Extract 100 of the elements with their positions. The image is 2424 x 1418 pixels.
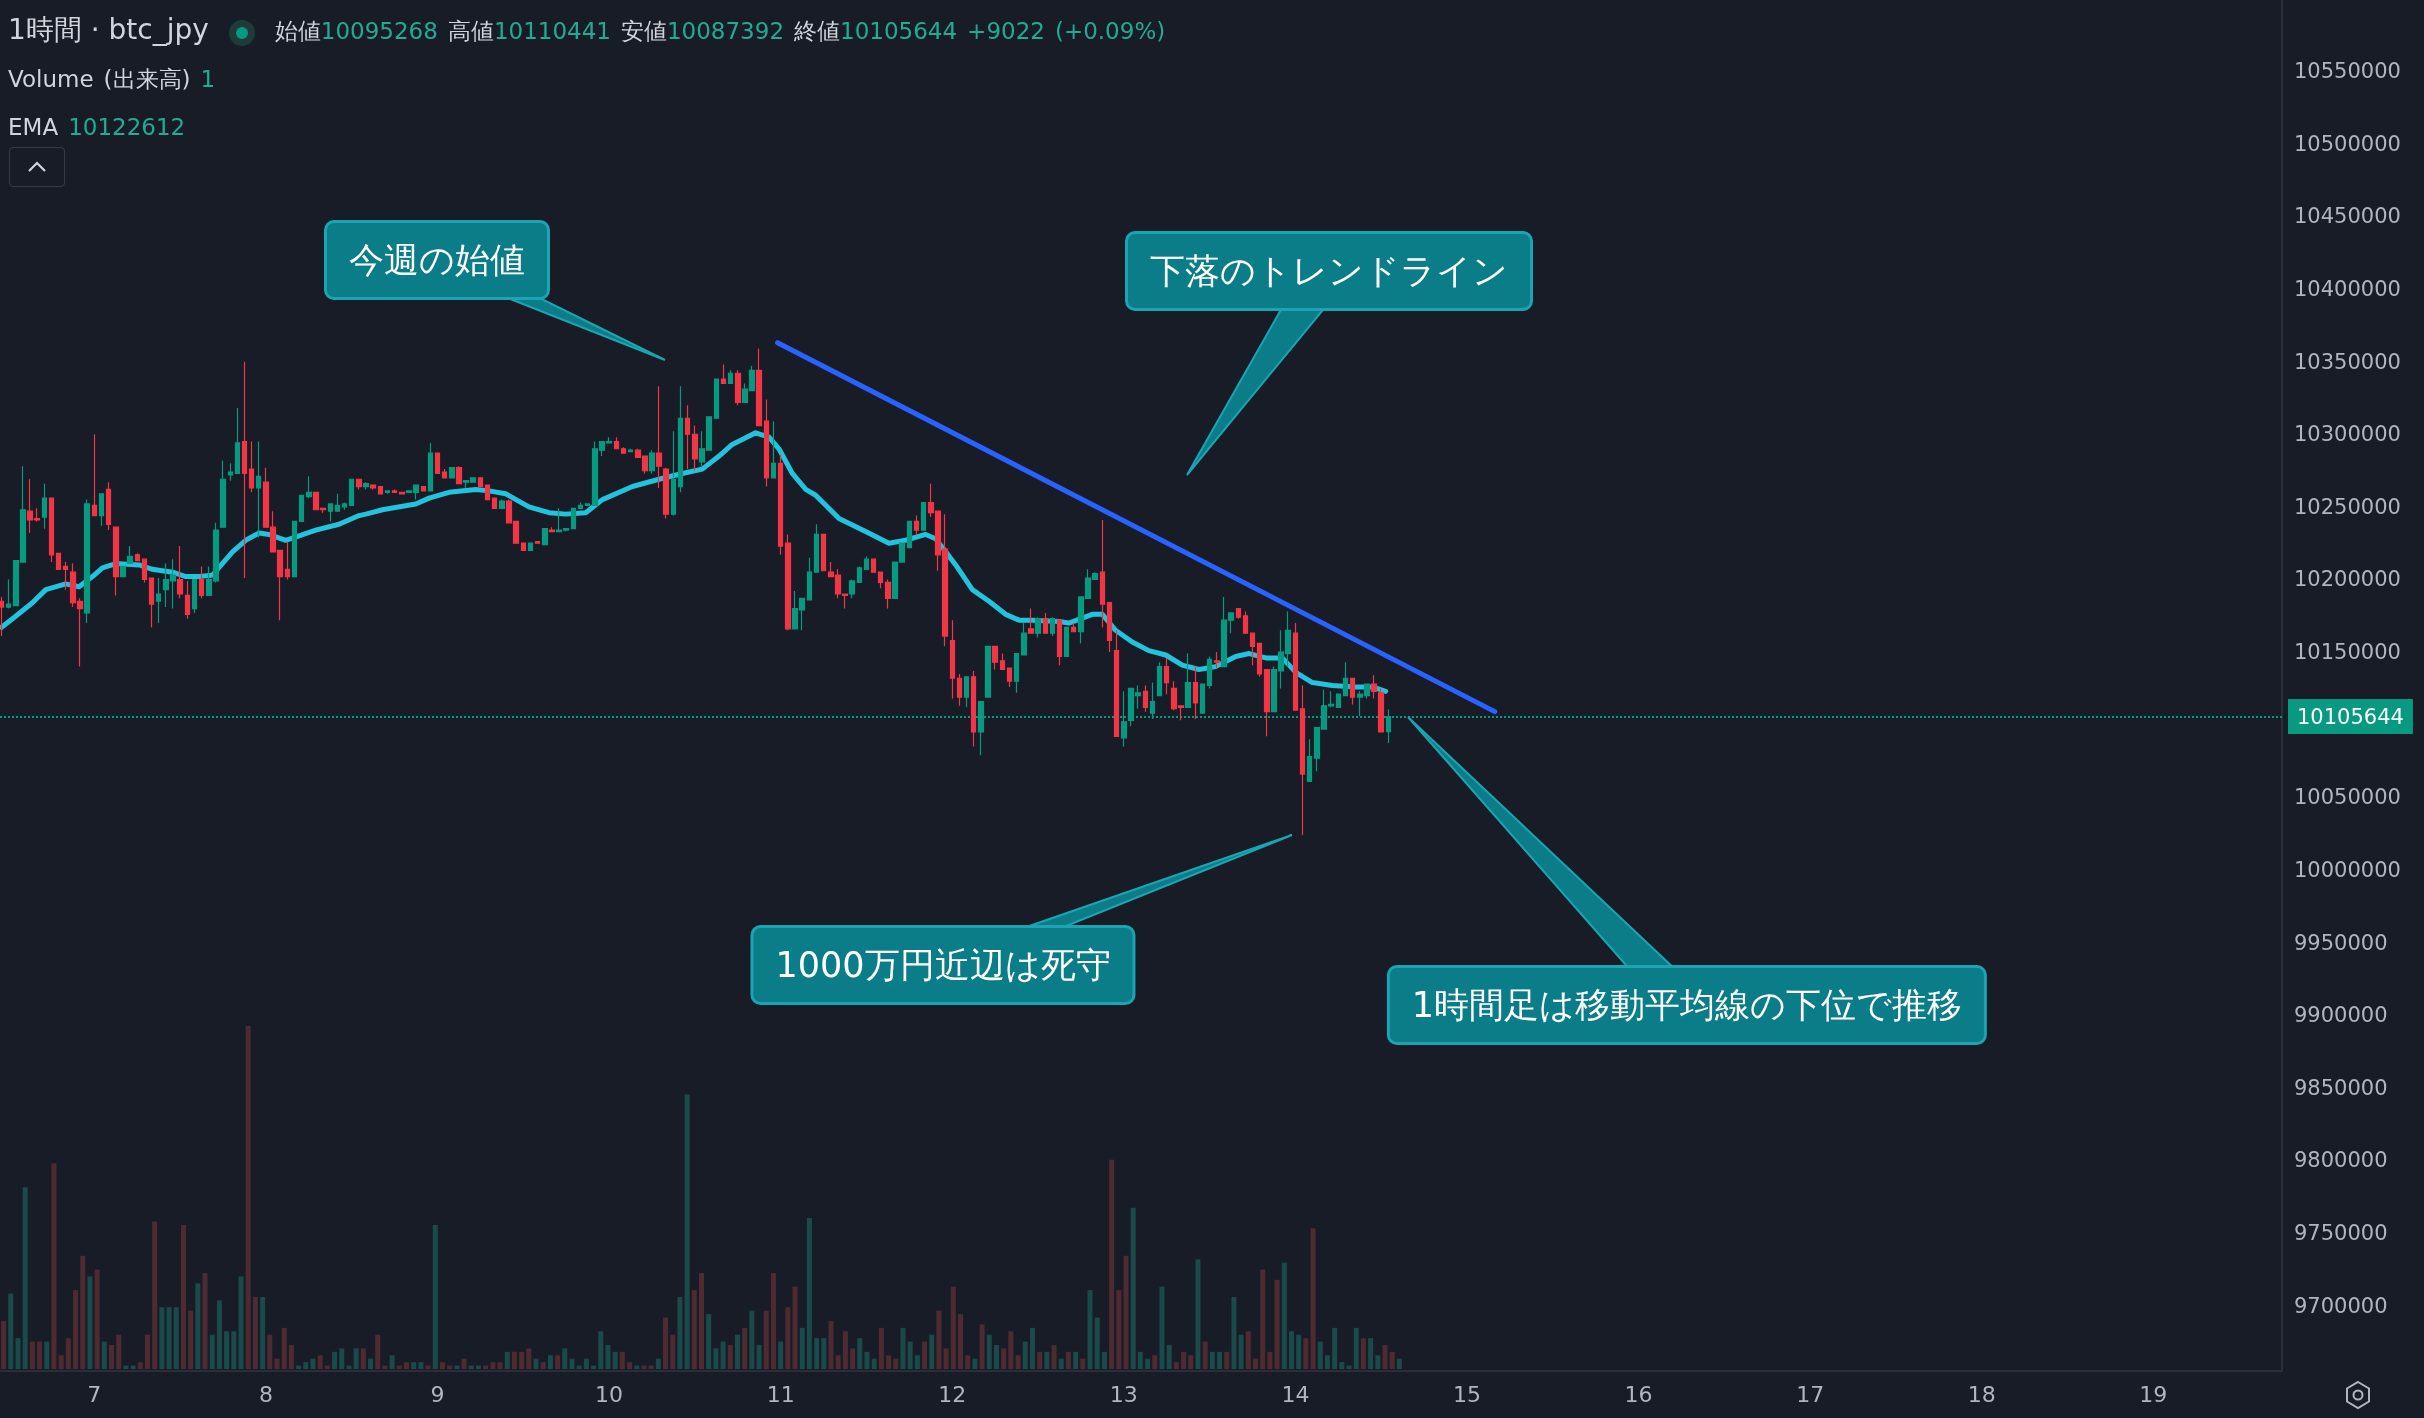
candlestick <box>48 497 55 563</box>
x-tick-label: 11 <box>766 1381 795 1407</box>
bar <box>778 1341 784 1369</box>
bar <box>555 1355 561 1369</box>
bar <box>1288 1331 1294 1369</box>
candlestick <box>420 485 427 492</box>
bar <box>1152 1355 1158 1369</box>
bar <box>1253 1358 1259 1369</box>
x-tick-label: 17 <box>1796 1381 1825 1407</box>
bar <box>1238 1334 1244 1369</box>
bar <box>612 1351 618 1369</box>
candlestick <box>820 533 827 572</box>
bar <box>684 1094 690 1369</box>
x-tick-label: 18 <box>1967 1381 1996 1407</box>
candlestick <box>5 578 12 610</box>
bar <box>929 1334 935 1369</box>
candlestick <box>670 430 677 517</box>
candlestick <box>484 484 491 501</box>
x-tick-label: 9 <box>430 1381 445 1407</box>
bar <box>799 1327 805 1369</box>
candlestick <box>863 555 870 570</box>
bar <box>389 1355 395 1369</box>
candlestick <box>83 499 91 624</box>
candlestick <box>906 520 913 549</box>
candlestick <box>534 541 541 544</box>
candlestick <box>1377 687 1385 733</box>
bar <box>461 1358 467 1369</box>
candlestick <box>991 645 999 671</box>
bar <box>173 1307 179 1369</box>
bar <box>58 1355 64 1369</box>
bar <box>29 1341 35 1369</box>
candlestick <box>1056 619 1063 666</box>
y-tick-label: 10300000 <box>2294 422 2401 447</box>
candlestick <box>570 507 577 530</box>
y-tick-label: 10550000 <box>2294 59 2401 84</box>
candlestick <box>355 478 363 491</box>
bar <box>1396 1358 1402 1369</box>
candlestick <box>41 483 48 530</box>
bar <box>1245 1331 1251 1369</box>
bar <box>310 1358 316 1369</box>
bar <box>706 1314 712 1369</box>
candlestick <box>1156 661 1163 697</box>
candlestick <box>613 436 620 450</box>
annotation: 1000万円近辺は死守 <box>750 925 1136 1005</box>
candlestick <box>1142 684 1149 713</box>
candlestick <box>1027 607 1035 634</box>
bar <box>1159 1286 1165 1369</box>
bar <box>547 1355 553 1369</box>
bar <box>432 1224 438 1369</box>
candlestick <box>348 478 355 507</box>
candlestick <box>727 369 734 385</box>
candlestick <box>999 652 1006 671</box>
candlestick <box>448 467 456 479</box>
bar <box>540 1362 546 1369</box>
candlestick <box>119 565 127 578</box>
bar <box>1181 1351 1187 1369</box>
bar <box>835 1355 841 1369</box>
ref-line-label: 10105644 <box>2297 704 2404 729</box>
candlestick <box>648 449 656 475</box>
bar <box>1281 1262 1287 1369</box>
bar <box>1037 1351 1043 1369</box>
candlestick <box>813 523 820 573</box>
candlestick <box>377 485 384 495</box>
bar <box>252 1296 258 1369</box>
x-tick-label: 16 <box>1624 1381 1653 1407</box>
bar <box>734 1334 740 1369</box>
text: 始値10095268 高値10110441 安値10087392 終値10105644 +9022 (+0.09%) <box>274 18 1166 44</box>
candlestick <box>184 580 191 620</box>
bar <box>411 1362 417 1369</box>
candlestick <box>148 577 155 629</box>
candlestick <box>391 488 398 493</box>
candlestick <box>1013 652 1020 694</box>
bar <box>655 1358 661 1369</box>
candlestick <box>112 526 120 597</box>
bar <box>238 1276 244 1369</box>
candlestick <box>105 481 112 531</box>
candlestick <box>1113 629 1120 737</box>
candlestick <box>1042 612 1049 634</box>
bar <box>1080 1358 1086 1369</box>
bar <box>101 1341 107 1369</box>
candlestick <box>677 385 684 493</box>
candlestick <box>856 565 863 583</box>
bar <box>569 1358 575 1369</box>
bar <box>1087 1290 1093 1369</box>
candlestick <box>219 459 227 528</box>
bar <box>914 1355 920 1369</box>
bar <box>677 1296 683 1369</box>
bar <box>1339 1362 1345 1369</box>
y-tick-label: 10200000 <box>2294 567 2401 592</box>
bar <box>1209 1351 1215 1369</box>
bar <box>339 1348 345 1369</box>
bar <box>1145 1358 1151 1369</box>
y-tick-label: 10400000 <box>2294 277 2401 302</box>
bar <box>1317 1341 1323 1369</box>
annotation: 1時間足は移動平均線の下位で推移 <box>1386 965 1988 1045</box>
y-tick-label: 10250000 <box>2294 494 2401 519</box>
candlestick <box>298 494 305 522</box>
bar <box>519 1351 525 1369</box>
bar <box>1166 1344 1172 1369</box>
candlestick <box>1299 684 1306 836</box>
